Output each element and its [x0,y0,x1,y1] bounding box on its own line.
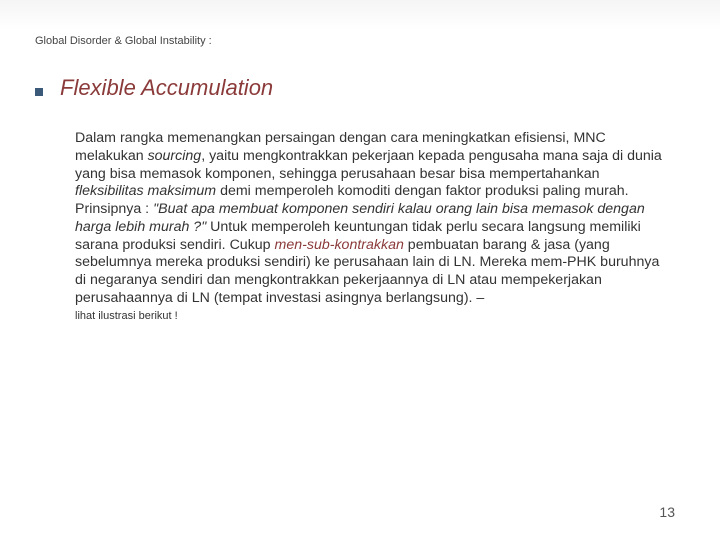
slide-header: Global Disorder & Global Instability : [35,35,212,47]
slide-body: Dalam rangka memenangkan persaingan deng… [75,130,665,323]
slide-footnote: lihat ilustrasi berikut ! [75,310,665,324]
page-number: 13 [659,504,675,520]
slide-title: Flexible Accumulation [60,75,273,101]
body-mensub: men-sub-kontrakkan [275,237,404,253]
body-sourcing: sourcing [148,148,202,164]
slide: Global Disorder & Global Instability : F… [0,0,720,540]
title-bullet-icon [35,88,43,96]
body-fleksibilitas: fleksibilitas maksimum [75,183,216,199]
body-text-4: Prinsipnya : [75,201,153,217]
body-text-3: demi memperoleh komoditi dengan faktor p… [216,183,628,199]
